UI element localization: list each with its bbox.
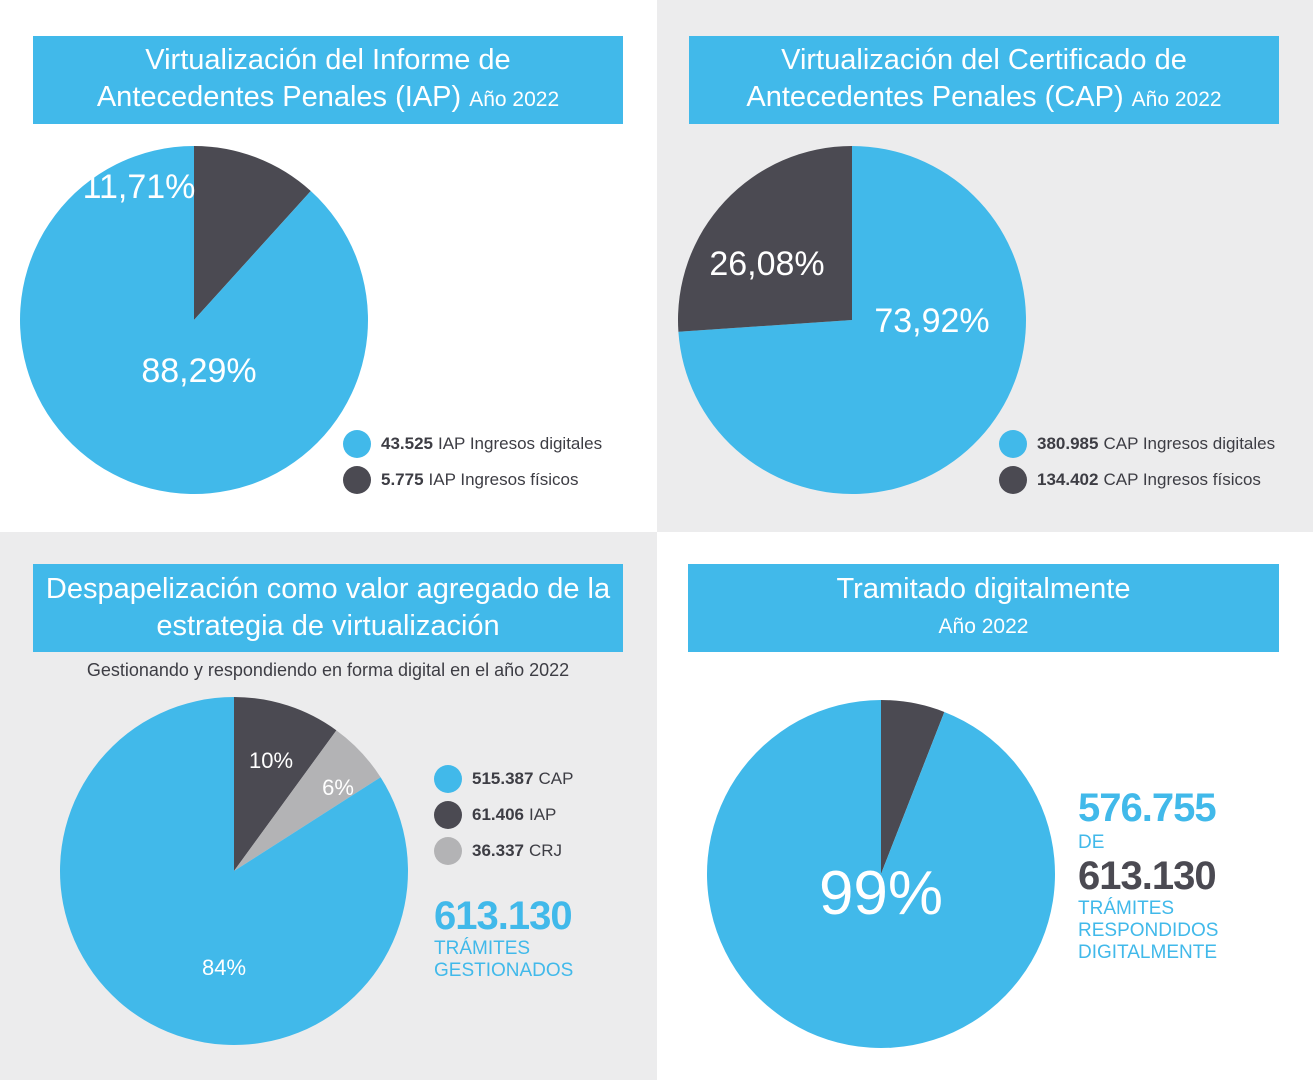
panel-iap: Virtualización del Informe de Antecedent…: [0, 0, 657, 532]
panel-despapelizacion: Despapelización como valor agregado de l…: [0, 532, 657, 1080]
title-year: Año 2022: [469, 88, 560, 111]
pie-label: 6%: [322, 775, 354, 800]
pie-label: 11,71%: [83, 168, 196, 206]
summary-block: 576.755 DE 613.130 TRÁMITES RESPONDIDOS …: [1078, 788, 1218, 964]
caption-line-2: RESPONDIDOS: [1078, 920, 1219, 941]
pie-label: 88,29%: [141, 352, 256, 390]
panel-tramitado: Tramitado digitalmente Año 2022 99% 576.…: [657, 532, 1313, 1080]
legend-swatch-dark: [343, 466, 371, 494]
legend-swatch-dark: [434, 801, 462, 829]
pie-chart-iap: 88,29% 11,71%: [19, 146, 368, 494]
pie-chart-despapelizacion: 84% 10% 6%: [60, 697, 409, 1045]
digital-count: 576.755: [1078, 786, 1217, 830]
pie-slice-cap: [60, 697, 409, 1045]
caption-line-1: TRÁMITES: [1078, 898, 1175, 919]
pie-slice-iap: [234, 697, 337, 871]
legend-label: CAP Ingresos físicos: [1103, 470, 1261, 489]
legend-value: 43.525: [381, 434, 433, 453]
pie-slice-cap-ingresos-digitales: [678, 146, 1026, 494]
pie-chart-cap: 73,92% 26,08%: [678, 146, 1026, 494]
legend-swatch-blue: [343, 430, 371, 458]
legend-value: 134.402: [1037, 470, 1099, 489]
pie-slice-other: [881, 700, 945, 874]
pie-slice-cap-ingresos-f-sicos: [678, 146, 852, 332]
legend-item-fisicos: 134.402 CAP Ingresos físicos: [999, 462, 1275, 498]
legend-label: CRJ: [529, 841, 563, 860]
total-caption-line-1: TRÁMITES: [434, 938, 531, 959]
legend-iap: 43.525 IAP Ingresos digitales 5.775 IAP In…: [343, 426, 602, 498]
legend-swatch-gray: [434, 837, 462, 865]
pie-slice-iap-ingresos-digitales: [19, 146, 368, 494]
pie-slice-crj: [234, 730, 381, 871]
total-value: 613.130: [434, 894, 573, 938]
chart-title-cap: Virtualización del Certificado de Antece…: [689, 36, 1279, 124]
legend-label: CAP: [538, 769, 574, 788]
legend-item-crj: 36.337 CRJ: [434, 833, 573, 869]
legend-item-cap: 515.387 CAP: [434, 761, 573, 797]
title-year: Año 2022: [938, 615, 1029, 638]
panel-cap: Virtualización del Certificado de Antece…: [657, 0, 1313, 532]
title-line-1: Virtualización del Certificado de: [781, 44, 1187, 76]
total-count: 613.130: [1078, 854, 1217, 898]
pie-label: 73,92%: [874, 302, 989, 340]
legend-item-digital: 380.985 CAP Ingresos digitales: [999, 426, 1275, 462]
pie-label: 26,08%: [709, 245, 824, 283]
title-line-2: Antecedentes Penales (IAP): [96, 81, 462, 113]
de-label: DE: [1078, 832, 1105, 853]
pie-label: 84%: [202, 955, 246, 980]
title-line-2: Antecedentes Penales (CAP): [746, 81, 1124, 113]
legend-item-fisicos: 5.775 IAP Ingresos físicos: [343, 462, 602, 498]
legend-value: 36.337: [472, 841, 524, 860]
legend-label: IAP Ingresos físicos: [428, 470, 579, 489]
total-caption-line-2: GESTIONADOS: [434, 960, 574, 981]
legend-item-iap: 61.406 IAP: [434, 797, 573, 833]
legend-label: CAP Ingresos digitales: [1103, 434, 1276, 453]
legend-cap: 380.985 CAP Ingresos digitales 134.402 CAP…: [999, 426, 1275, 498]
title-line-2: estrategia de virtualización: [156, 610, 500, 642]
title-line-1: Tramitado digitalmente: [836, 573, 1131, 605]
legend-swatch-blue: [999, 430, 1027, 458]
legend-swatch-dark: [999, 466, 1027, 494]
legend-value: 5.775: [381, 470, 424, 489]
legend-despapelizacion: 515.387 CAP 61.406 IAP 36.337 CRJ: [434, 761, 573, 869]
pie-label: 99%: [819, 859, 943, 928]
pie-slice-iap-ingresos-f-sicos: [194, 146, 311, 320]
legend-value: 380.985: [1037, 434, 1099, 453]
chart-title-iap: Virtualización del Informe de Antecedent…: [33, 36, 623, 124]
legend-label: IAP: [529, 805, 557, 824]
pie-label: 10%: [249, 748, 293, 773]
title-line-1: Virtualización del Informe de: [145, 44, 511, 76]
legend-label: IAP Ingresos digitales: [438, 434, 603, 453]
pie-chart-tramitado: 99%: [707, 700, 1055, 1048]
total-block: 613.130 TRÁMITES GESTIONADOS: [434, 896, 573, 982]
legend-swatch-blue: [434, 765, 462, 793]
chart-title-despapelizacion: Despapelización como valor agregado de l…: [33, 564, 623, 652]
legend-value: 61.406: [472, 805, 524, 824]
title-line-1: Despapelización como valor agregado de l…: [45, 573, 611, 605]
caption-line-3: DIGITALMENTE: [1078, 942, 1217, 963]
pie-slice-tr-mites-respondidos-digitalmente: [707, 700, 1055, 1048]
legend-item-digital: 43.525 IAP Ingresos digitales: [343, 426, 602, 462]
title-year: Año 2022: [1131, 88, 1222, 111]
chart-title-tramitado: Tramitado digitalmente Año 2022: [688, 564, 1279, 652]
legend-value: 515.387: [472, 769, 534, 788]
chart-subtitle: Gestionando y respondiendo en forma digi…: [86, 660, 570, 680]
